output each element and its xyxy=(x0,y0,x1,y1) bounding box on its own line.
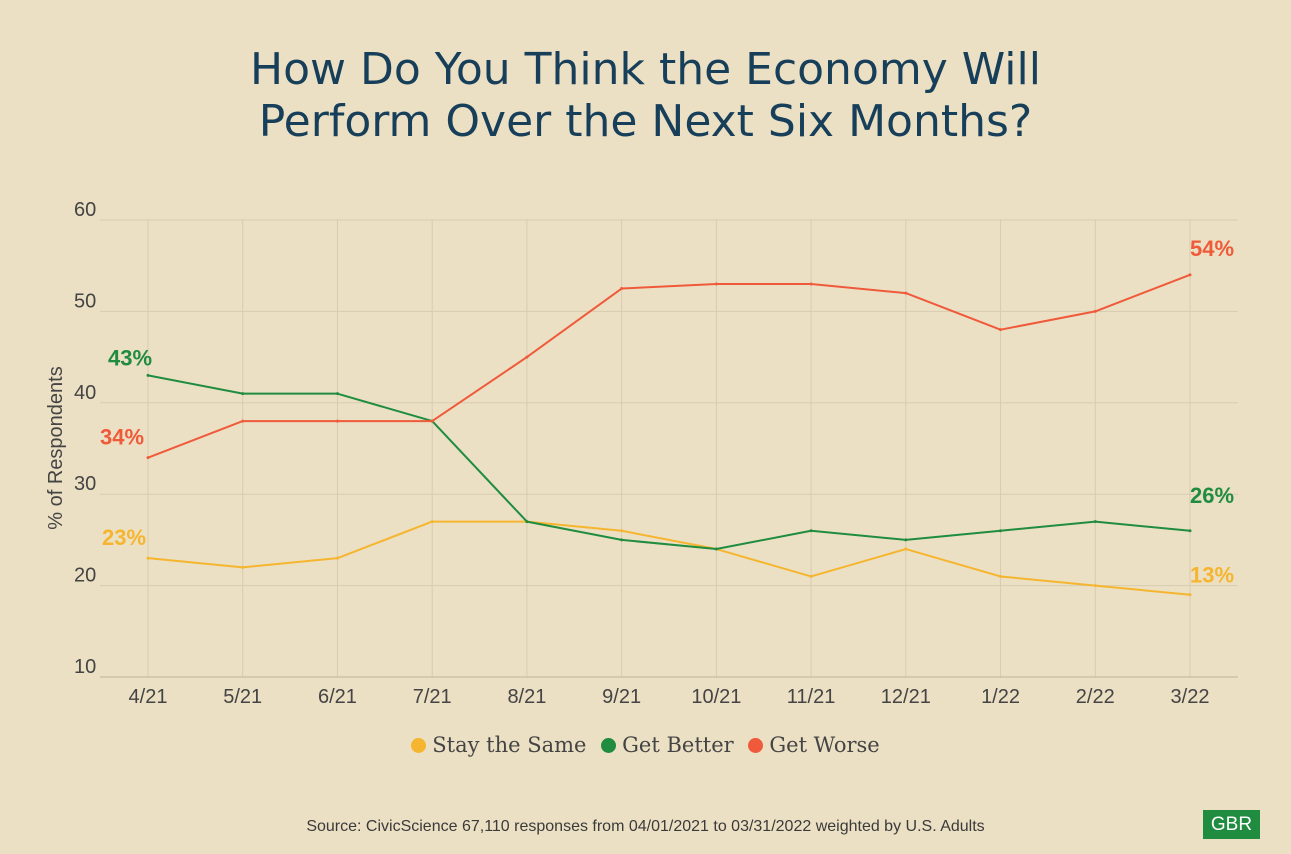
legend-label-stay-the-same: Stay the Same xyxy=(432,733,587,757)
y-tick-label: 40 xyxy=(74,382,96,404)
x-tick-label: 1/22 xyxy=(981,686,1020,708)
data-point-get-better xyxy=(714,547,718,551)
data-point-get-better xyxy=(809,529,813,533)
data-point-get-better xyxy=(1093,520,1097,524)
y-axis-ticks: 10 20 30 40 50 60 xyxy=(74,199,96,678)
legend-label-get-worse: Get Worse xyxy=(769,733,880,757)
end-label-get-worse: 54% xyxy=(1190,236,1234,261)
data-point-get-better xyxy=(999,529,1003,533)
x-tick-label: 12/21 xyxy=(881,686,931,708)
legend-swatch-get-worse xyxy=(748,738,764,753)
chart-title-line-2: Perform Over the Next Six Months? xyxy=(258,96,1033,147)
legend-item-get-worse: Get Worse xyxy=(748,733,880,757)
y-axis-label: % of Respondents xyxy=(45,366,67,529)
start-label-get-worse: 34% xyxy=(100,425,144,450)
x-tick-label: 2/22 xyxy=(1076,686,1115,708)
legend-label-get-better: Get Better xyxy=(622,733,734,757)
data-point-stay-the-same xyxy=(904,547,908,551)
data-point-get-worse xyxy=(1188,273,1192,277)
data-point-stay-the-same xyxy=(999,574,1003,578)
data-point-stay-the-same xyxy=(335,556,339,560)
y-tick-label: 20 xyxy=(74,565,96,587)
chart-series xyxy=(146,273,1192,597)
x-tick-label: 4/21 xyxy=(129,686,168,708)
y-tick-label: 30 xyxy=(74,473,96,495)
legend-swatch-stay-the-same xyxy=(411,738,427,753)
x-tick-label: 3/22 xyxy=(1171,686,1210,708)
data-point-stay-the-same xyxy=(1188,593,1192,597)
data-point-get-better xyxy=(241,392,245,396)
data-point-get-better xyxy=(904,538,908,542)
start-label-stay-the-same: 23% xyxy=(102,525,146,550)
data-point-stay-the-same xyxy=(430,520,434,524)
data-point-get-worse xyxy=(809,282,813,286)
data-point-get-worse xyxy=(146,456,150,460)
end-label-get-better: 26% xyxy=(1190,483,1234,508)
data-point-get-better xyxy=(620,538,624,542)
data-point-stay-the-same xyxy=(146,556,150,560)
y-tick-label: 10 xyxy=(74,656,96,678)
y-tick-label: 50 xyxy=(74,290,96,312)
chart-title-line-1: How Do You Think the Economy Will xyxy=(250,44,1041,95)
x-axis-ticks: 4/21 5/21 6/21 7/21 8/21 9/21 10/21 11/21 12/21 1… xyxy=(129,686,1210,708)
data-point-get-better xyxy=(1188,529,1192,533)
x-tick-label: 10/21 xyxy=(691,686,741,708)
data-point-stay-the-same xyxy=(241,565,245,569)
data-point-get-better xyxy=(525,520,529,524)
y-tick-label: 60 xyxy=(74,199,96,221)
data-point-stay-the-same xyxy=(809,574,813,578)
series-line-get-better xyxy=(147,374,1191,551)
series-end-labels: 23% 13% 43% 26% 34% 54% xyxy=(100,236,1234,588)
data-point-get-worse xyxy=(999,328,1003,332)
x-tick-label: 5/21 xyxy=(223,686,262,708)
series-line-stay-the-same xyxy=(147,520,1191,596)
legend-item-get-better: Get Better xyxy=(601,733,734,757)
x-tick-label: 9/21 xyxy=(602,686,641,708)
data-point-get-worse xyxy=(335,419,339,423)
data-point-get-worse xyxy=(714,282,718,286)
data-point-get-worse xyxy=(525,355,529,359)
legend-swatch-get-better xyxy=(601,738,617,753)
data-point-get-worse xyxy=(430,419,434,423)
data-point-get-better xyxy=(146,373,150,377)
data-point-get-worse xyxy=(1093,309,1097,313)
x-tick-label: 7/21 xyxy=(413,686,452,708)
gbr-logo: GBR xyxy=(1203,810,1260,839)
data-point-get-worse xyxy=(620,287,624,291)
x-tick-label: 8/21 xyxy=(507,686,546,708)
chart-title: How Do You Think the Economy Will Perfor… xyxy=(0,44,1291,148)
data-point-stay-the-same xyxy=(1093,584,1097,588)
start-label-get-better: 43% xyxy=(108,345,152,370)
chart-legend: Stay the Same Get Better Get Worse xyxy=(0,733,1291,757)
data-point-get-worse xyxy=(904,291,908,295)
data-point-get-better xyxy=(335,392,339,396)
x-tick-label: 11/21 xyxy=(787,686,836,708)
x-tick-label: 6/21 xyxy=(318,686,357,708)
legend-item-stay-the-same: Stay the Same xyxy=(411,733,586,757)
source-note: Source: CivicScience 67,110 responses fr… xyxy=(306,818,985,835)
data-point-get-worse xyxy=(241,419,245,423)
chart-grid xyxy=(100,219,1238,678)
series-line-get-worse xyxy=(147,273,1191,459)
data-point-stay-the-same xyxy=(620,529,624,533)
end-label-stay-the-same: 13% xyxy=(1190,563,1234,588)
